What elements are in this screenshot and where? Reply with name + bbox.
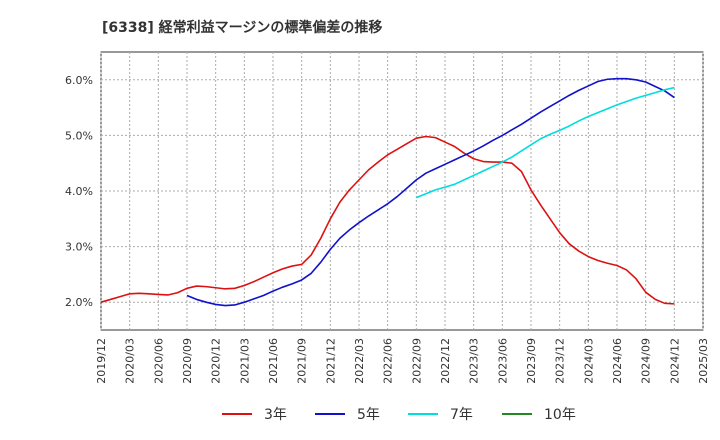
- x-tick-label: 2024/09: [640, 338, 653, 384]
- series-line-5年: [186, 77, 675, 307]
- x-tick-label: 2020/12: [210, 338, 223, 384]
- y-tick-label: 5.0%: [65, 129, 93, 142]
- legend-label: 7年: [450, 407, 473, 423]
- x-tick-label: 2021/09: [296, 338, 309, 384]
- x-tick-label: 2023/12: [554, 338, 567, 384]
- x-tick-label: 2019/12: [95, 338, 108, 384]
- x-tick-label: 2021/12: [324, 338, 337, 384]
- y-tick-label: 4.0%: [65, 185, 93, 198]
- y-tick-label: 3.0%: [65, 241, 93, 254]
- x-tick-label: 2020/06: [152, 338, 165, 384]
- x-tick-label: 2020/03: [124, 338, 137, 384]
- series-line-3年: [100, 135, 675, 305]
- x-tick-label: 2024/06: [611, 338, 624, 384]
- x-tick-label: 2020/09: [181, 338, 194, 384]
- x-tick-label: 2021/03: [238, 338, 251, 384]
- x-tick-label: 2022/09: [410, 338, 423, 384]
- x-tick-label: 2023/06: [496, 338, 509, 384]
- x-tick-label: 2023/09: [525, 338, 538, 384]
- x-tick-label: 2023/03: [468, 338, 481, 384]
- series-line-7年: [416, 86, 675, 199]
- legend-label: 5年: [357, 407, 380, 423]
- legend-label: 10年: [544, 407, 576, 423]
- x-tick-label: 2025/03: [697, 338, 710, 384]
- y-tick-label: 6.0%: [65, 74, 93, 87]
- x-tick-label: 2024/03: [582, 338, 595, 384]
- x-tick-label: 2024/12: [668, 338, 681, 384]
- x-tick-label: 2022/12: [439, 338, 452, 384]
- y-tick-label: 2.0%: [65, 296, 93, 309]
- x-tick-label: 2022/06: [382, 338, 395, 384]
- x-tick-label: 2022/03: [353, 338, 366, 384]
- legend-label: 3年: [264, 407, 287, 423]
- x-tick-label: 2021/06: [267, 338, 280, 384]
- chart-title: [6338] 経常利益マージンの標準偏差の推移: [102, 19, 382, 36]
